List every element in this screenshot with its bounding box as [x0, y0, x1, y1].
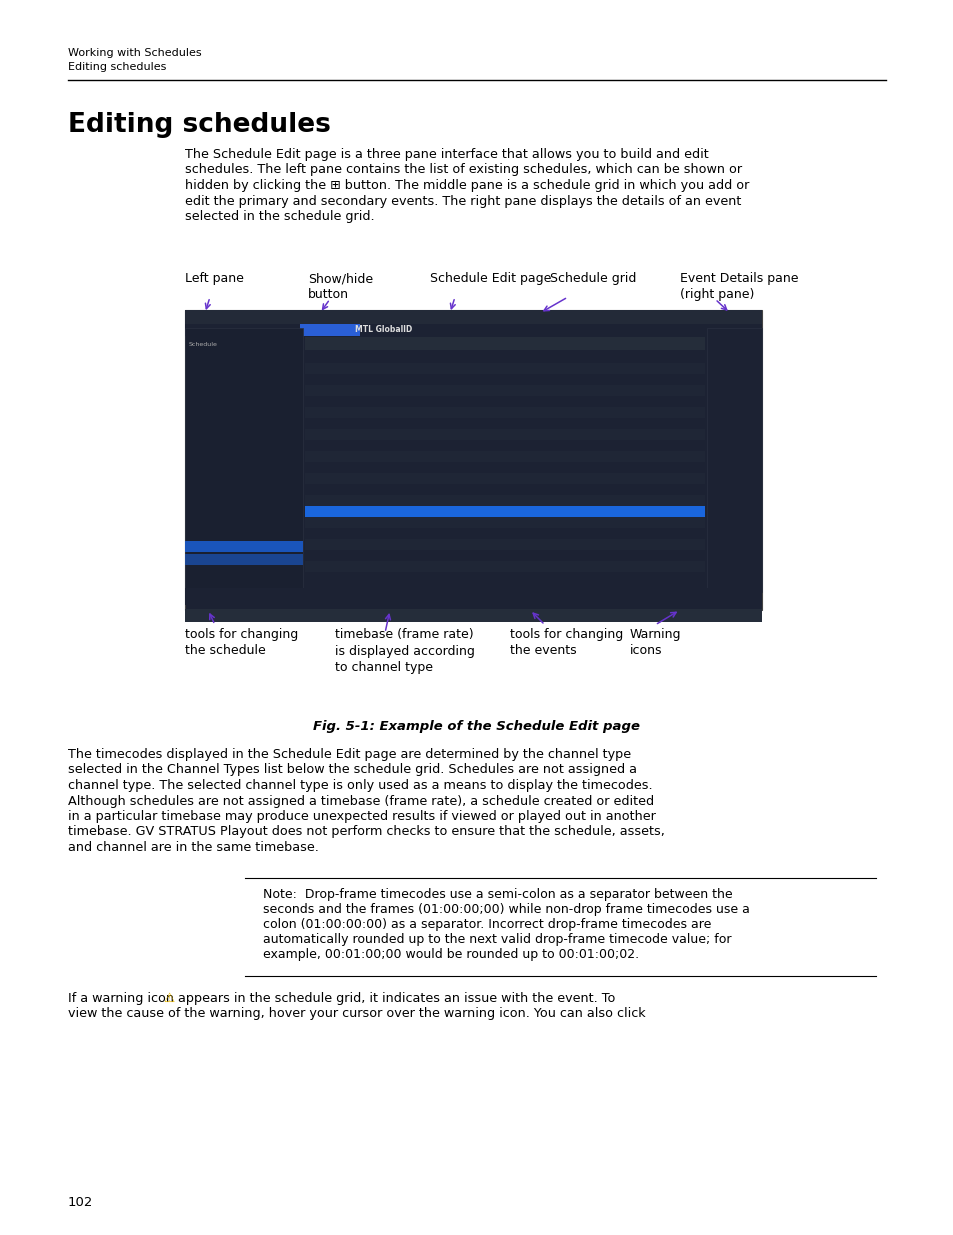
Bar: [305, 538, 704, 550]
Bar: [305, 506, 704, 517]
Text: tools for changing
the events: tools for changing the events: [510, 629, 622, 657]
Text: in a particular timebase may produce unexpected results if viewed or played out : in a particular timebase may produce une…: [68, 810, 656, 823]
Bar: [305, 440, 704, 451]
Bar: [185, 310, 761, 610]
Bar: [305, 337, 704, 350]
Text: appears in the schedule grid, it indicates an issue with the event. To: appears in the schedule grid, it indicat…: [174, 992, 615, 1005]
Text: edit the primary and secondary events. The right pane displays the details of an: edit the primary and secondary events. T…: [185, 194, 740, 207]
Text: Note:  Drop-frame timecodes use a semi-colon as a separator between the: Note: Drop-frame timecodes use a semi-co…: [263, 888, 732, 902]
Text: Working with Schedules: Working with Schedules: [68, 48, 201, 58]
Text: and channel are in the same timebase.: and channel are in the same timebase.: [68, 841, 318, 853]
Bar: [305, 572, 704, 583]
Bar: [305, 517, 704, 529]
Text: Left pane: Left pane: [185, 272, 244, 285]
Text: timebase (frame rate)
is displayed according
to channel type: timebase (frame rate) is displayed accor…: [335, 629, 475, 674]
Bar: [185, 324, 761, 336]
Text: Although schedules are not assigned a timebase (frame rate), a schedule created : Although schedules are not assigned a ti…: [68, 794, 654, 808]
Text: Editing schedules: Editing schedules: [68, 112, 331, 138]
Bar: [305, 506, 704, 517]
Text: example, 00:01:00;00 would be rounded up to 00:01:00;02.: example, 00:01:00;00 would be rounded up…: [263, 948, 639, 961]
Text: ⚠: ⚠: [163, 992, 174, 1005]
Text: The timecodes displayed in the Schedule Edit page are determined by the channel : The timecodes displayed in the Schedule …: [68, 748, 631, 761]
Bar: [305, 417, 704, 429]
Bar: [305, 495, 704, 506]
Text: view the cause of the warning, hover your cursor over the warning icon. You can : view the cause of the warning, hover you…: [68, 1008, 645, 1020]
Text: seconds and the frames (01:00:00;00) while non-drop frame timecodes use a: seconds and the frames (01:00:00;00) whi…: [263, 903, 749, 916]
Text: Event Details pane
(right pane): Event Details pane (right pane): [679, 272, 798, 301]
Text: Fig. 5-1: Example of the Schedule Edit page: Fig. 5-1: Example of the Schedule Edit p…: [314, 720, 639, 734]
Text: schedules. The left pane contains the list of existing schedules, which can be s: schedules. The left pane contains the li…: [185, 163, 741, 177]
Text: automatically rounded up to the next valid drop-frame timecode value; for: automatically rounded up to the next val…: [263, 932, 731, 946]
Text: Show/hide
button: Show/hide button: [308, 272, 373, 301]
Text: colon (01:00:00:00) as a separator. Incorrect drop-frame timecodes are: colon (01:00:00:00) as a separator. Inco…: [263, 918, 711, 931]
Text: MTL GloballD: MTL GloballD: [355, 326, 412, 335]
Text: tools for changing
the schedule: tools for changing the schedule: [185, 629, 298, 657]
Bar: [305, 561, 704, 572]
Text: Schedule Edit page: Schedule Edit page: [430, 272, 551, 285]
Bar: [305, 529, 704, 538]
Bar: [299, 324, 359, 336]
Bar: [305, 396, 704, 408]
Bar: [305, 363, 704, 374]
Bar: [305, 473, 704, 484]
Bar: [185, 609, 761, 622]
Text: timebase. GV STRATUS Playout does not perform checks to ensure that the schedule: timebase. GV STRATUS Playout does not pe…: [68, 825, 664, 839]
Bar: [305, 484, 704, 495]
Bar: [305, 374, 704, 385]
Bar: [305, 408, 704, 417]
Text: channel type. The selected channel type is only used as a means to display the t: channel type. The selected channel type …: [68, 779, 652, 792]
Bar: [305, 462, 704, 473]
Text: selected in the Channel Types list below the schedule grid. Schedules are not as: selected in the Channel Types list below…: [68, 763, 637, 777]
Bar: [305, 451, 704, 462]
Text: hidden by clicking the ⊞ button. The middle pane is a schedule grid in which you: hidden by clicking the ⊞ button. The mid…: [185, 179, 749, 191]
Text: Editing schedules: Editing schedules: [68, 62, 166, 72]
Text: If a warning icon: If a warning icon: [68, 992, 178, 1005]
Text: selected in the schedule grid.: selected in the schedule grid.: [185, 210, 375, 224]
Bar: [305, 385, 704, 396]
Text: Schedule: Schedule: [189, 342, 217, 347]
Text: 102: 102: [68, 1195, 93, 1209]
Bar: [185, 329, 303, 592]
Text: Schedule grid: Schedule grid: [550, 272, 636, 285]
Bar: [185, 541, 303, 552]
Text: Warning
icons: Warning icons: [629, 629, 680, 657]
Bar: [185, 588, 761, 605]
Bar: [305, 429, 704, 440]
Bar: [706, 329, 761, 592]
Text: The Schedule Edit page is a three pane interface that allows you to build and ed: The Schedule Edit page is a three pane i…: [185, 148, 708, 161]
Bar: [305, 550, 704, 561]
Bar: [185, 555, 303, 564]
Bar: [185, 310, 761, 324]
